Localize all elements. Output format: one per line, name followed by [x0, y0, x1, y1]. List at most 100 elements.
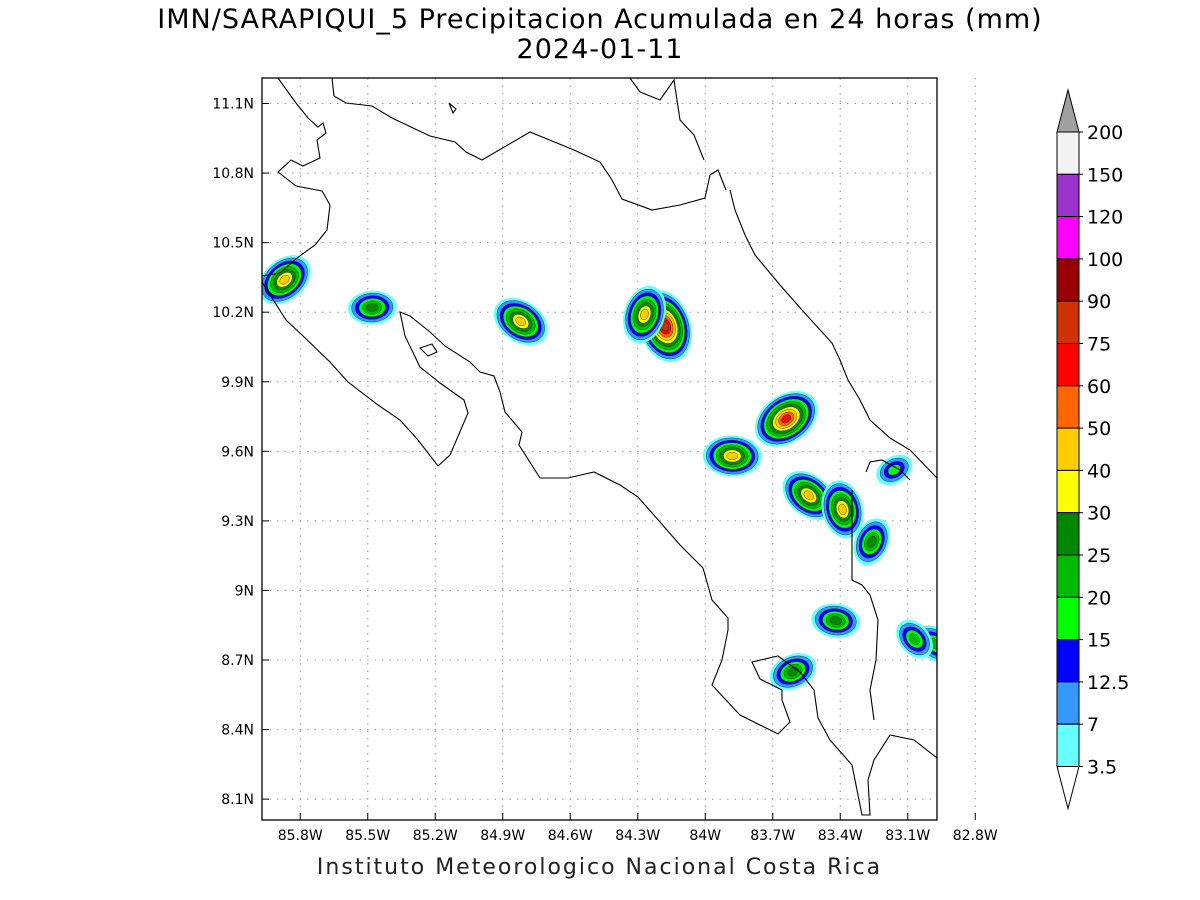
costa-rica-caribbean-coast: [729, 189, 937, 479]
precip-cell: [811, 603, 861, 638]
precip-cell: [896, 619, 933, 659]
precip-contour: [943, 665, 981, 715]
x-tick-label: 85.8W: [278, 828, 323, 844]
colorbar-over-arrow: [1056, 88, 1080, 133]
x-tick-label: 83.4W: [818, 828, 863, 844]
precip-cell: [623, 285, 666, 344]
nicaragua-caribbean-coast: [629, 78, 705, 161]
map-frame: [261, 77, 938, 821]
colorbar: 200 150 120 100 90 75 60 50 40 30 25 20 15 12.5 7 3.5: [1056, 88, 1129, 811]
precip-cell: [347, 290, 397, 325]
colorbar-label: 12.5: [1087, 672, 1129, 694]
precip-contour: [937, 658, 987, 723]
colorbar-swatch: [1056, 216, 1080, 260]
x-tick-label: 84.3W: [615, 828, 660, 844]
y-tick-label: 9.9N: [221, 375, 254, 391]
y-tick-label: 11.1N: [212, 97, 254, 113]
precip-contour: [279, 274, 290, 285]
colorbar-label: 7: [1087, 714, 1099, 736]
colorbar-label: 15: [1087, 630, 1111, 652]
coastlines-borders: [262, 78, 937, 816]
colorbar-label: 3.5: [1087, 757, 1117, 779]
nicaragua-coast-pacific: [262, 78, 331, 277]
precip-cell: [876, 454, 913, 485]
precip-contour: [515, 316, 526, 327]
precip-contour: [726, 451, 738, 460]
colorbar-swatch: [1056, 469, 1080, 514]
colorbar-swatch: [1056, 258, 1080, 302]
panama-coast: [865, 459, 911, 481]
precip-contour: [981, 630, 1002, 653]
precip-contour: [957, 684, 966, 696]
precip-cell: [965, 612, 1018, 671]
colorbar-swatch: [1056, 131, 1080, 175]
precip-contour: [829, 616, 842, 625]
x-tick-label: 82.8W: [953, 828, 998, 844]
y-tick-label: 8.7N: [221, 653, 254, 669]
colorbar-under-arrow: [1056, 766, 1080, 811]
y-tick-label: 10.8N: [212, 166, 254, 182]
precip-contour: [954, 680, 969, 700]
y-tick-label: 8.1N: [221, 792, 254, 808]
costa-rica-panama-border: [851, 490, 879, 721]
colorbar-label: 120: [1087, 207, 1123, 229]
precip-contour: [640, 308, 649, 321]
x-tick-label: 85.5W: [345, 828, 390, 844]
x-tick-label: 84W: [689, 828, 721, 844]
precip-contour: [940, 662, 984, 719]
colorbar-swatch: [1056, 723, 1080, 768]
precip-contour: [1021, 787, 1064, 821]
precip-contour: [1033, 796, 1053, 812]
colorbar-label: 50: [1087, 418, 1111, 440]
precip-contour: [366, 303, 379, 312]
colorbar-swatch: [1056, 173, 1080, 218]
colorbar-label: 150: [1087, 164, 1123, 186]
colorbar-label: 200: [1087, 122, 1123, 144]
y-tick-label: 8.4N: [221, 723, 254, 739]
colorbar-label: 25: [1087, 545, 1111, 567]
precip-contour: [838, 503, 847, 515]
precip-contour: [781, 414, 792, 424]
x-tick-label: 85.2W: [413, 828, 458, 844]
precip-contour: [803, 490, 814, 501]
chart-date: 2024-01-11: [516, 34, 684, 65]
precip-contour: [1029, 793, 1057, 815]
precip-cell: [702, 435, 762, 477]
x-tick-label: 83.7W: [750, 828, 795, 844]
precip-contour: [977, 625, 1006, 657]
colorbar-label: 90: [1087, 291, 1111, 313]
colorbar-swatch: [1056, 554, 1080, 598]
precip-contour: [867, 535, 877, 548]
precip-contour: [951, 677, 972, 704]
precipitation-field: [262, 255, 1064, 821]
precip-contour: [909, 633, 920, 645]
precip-cell: [853, 518, 891, 566]
lake-island: [448, 102, 457, 115]
y-tick-label: 9.6N: [221, 444, 254, 460]
y-tick-label: 10.5N: [212, 236, 254, 252]
precip-cell: [493, 297, 548, 346]
precip-contour: [973, 621, 1010, 662]
precip-contour: [948, 673, 975, 708]
colorbar-label: 100: [1087, 249, 1123, 271]
colorbar-swatch: [1056, 343, 1080, 387]
nicoya-island: [418, 343, 438, 357]
precip-cell: [937, 658, 987, 723]
colorbar-swatch: [1056, 300, 1080, 345]
colorbar-label: 60: [1087, 376, 1111, 398]
colorbar-swatch: [1056, 385, 1080, 429]
colorbar-swatch: [1056, 681, 1080, 725]
colorbar-swatch: [1056, 512, 1080, 556]
chart-title: IMN/SARAPIQUI_5 Precipitacion Acumulada …: [157, 4, 1043, 35]
y-tick-label: 9.3N: [221, 514, 254, 530]
precip-cell: [754, 390, 818, 447]
colorbar-swatch: [1056, 639, 1080, 683]
axis-ticks: 85.8W 85.5W 85.2W 84.9W 84.6W 84.3W 84W 83.7W 83…: [212, 97, 998, 844]
precip-cell: [262, 255, 311, 305]
footer-credit: Instituto Meteorologico Nacional Costa R…: [316, 855, 883, 880]
y-tick-label: 10.2N: [212, 305, 254, 321]
precip-contour: [1025, 790, 1060, 818]
colorbar-swatch: [1056, 596, 1080, 641]
precip-contour: [946, 669, 978, 711]
